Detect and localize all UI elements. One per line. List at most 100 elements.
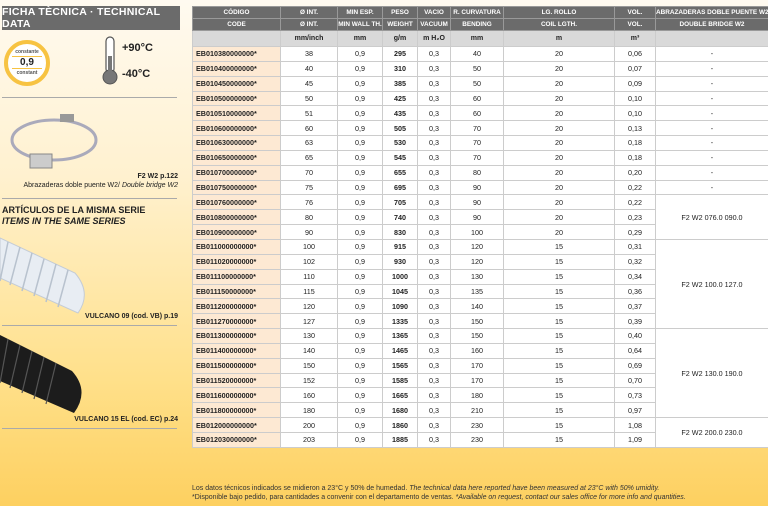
thermometer-icon — [102, 36, 118, 85]
cell: 50 — [450, 60, 504, 77]
left-panel: FICHA TÈCNICA · TECHNICAL DATA constante… — [0, 0, 190, 447]
cell: 1335 — [382, 313, 418, 330]
temp-max: +90°C — [122, 42, 154, 54]
cell: 20 — [503, 209, 615, 226]
product-code: EB011150000000* — [192, 283, 281, 300]
column-header: Ø INT. — [280, 18, 338, 31]
cell: 915 — [382, 238, 418, 255]
cell: 15 — [503, 402, 615, 419]
cell: 0,3 — [417, 75, 451, 92]
table-row: EB010400000000* 40 0,9 310 0,3 50 20 0,07- — [192, 60, 768, 77]
divider — [2, 325, 177, 326]
unit-cell: mm — [450, 30, 504, 47]
cell: 0,09 — [614, 75, 656, 92]
cell: 160 — [450, 342, 504, 359]
badge-top: constante — [15, 49, 39, 55]
cell: 15 — [503, 328, 615, 344]
clamp-cell: - — [655, 105, 768, 122]
table-row: EB010500000000* 50 0,9 425 0,3 60 20 0,10- — [192, 90, 768, 107]
cell: 0,9 — [337, 402, 383, 419]
series-item-label[interactable]: VULCANO 15 EL (cod. EC) p.24 — [74, 416, 178, 423]
cell: 20 — [503, 120, 615, 137]
cell: 0,3 — [417, 417, 451, 433]
product-code: EB010800000000* — [192, 209, 281, 226]
footer-line-1: Los datos técnicos indicados se midieron… — [192, 485, 660, 492]
cell: 0,9 — [337, 149, 383, 166]
cell: 0,10 — [614, 90, 656, 107]
cell: 0,40 — [614, 328, 656, 344]
cell: 180 — [450, 387, 504, 404]
cell: 20 — [503, 149, 615, 166]
cell: 0,9 — [337, 431, 383, 448]
column-header: BENDING — [450, 18, 504, 31]
table-row: EB012000000000* 200 0,9 1860 0,3 230 15 1,08 F2 … — [192, 417, 768, 448]
cell: 0,3 — [417, 357, 451, 374]
cell: 0,22 — [614, 179, 656, 196]
cell: 0,32 — [614, 253, 656, 270]
cell: 70 — [450, 135, 504, 151]
cell: 1000 — [382, 268, 418, 285]
cell: 160 — [280, 387, 338, 404]
cell: 0,23 — [614, 209, 656, 226]
cell: 705 — [382, 194, 418, 211]
product-code: EB011200000000* — [192, 298, 281, 315]
series-item-label[interactable]: VULCANO 09 (cod. VB) p.19 — [85, 313, 178, 320]
cell: 70 — [280, 164, 338, 181]
cell: 0,9 — [337, 224, 383, 240]
cell: 15 — [503, 298, 615, 315]
cell: 70 — [450, 120, 504, 137]
cell: 0,3 — [417, 135, 451, 151]
cell: 170 — [450, 372, 504, 389]
cell: 230 — [450, 417, 504, 433]
cell: 170 — [450, 357, 504, 374]
clamp-cell: - — [655, 60, 768, 77]
cell: 0,3 — [417, 238, 451, 255]
clamp-cell: F2 W2 200.0 230.0 — [655, 417, 768, 448]
cell: 120 — [450, 253, 504, 270]
table-row: EB011150000000* 115 0,9 1045 0,3 135 15 0,36 — [192, 283, 768, 300]
cell: 0,39 — [614, 313, 656, 330]
table-row: EB011270000000* 127 0,9 1335 0,3 150 15 0,39 — [192, 313, 768, 330]
product-code: EB011520000000* — [192, 372, 281, 389]
table-row: EB010900000000* 90 0,9 830 0,3 100 20 0,29 — [192, 224, 768, 240]
cell: 20 — [503, 194, 615, 211]
column-header: PESO — [382, 6, 418, 19]
cell: 140 — [450, 298, 504, 315]
cell: 0,3 — [417, 194, 451, 211]
cell: 0,9 — [337, 328, 383, 344]
product-code: EB010510000000* — [192, 105, 281, 122]
series-subtitle: ITEMS IN THE SAME SERIES — [2, 216, 126, 226]
cell: 655 — [382, 164, 418, 181]
cell: 1665 — [382, 387, 418, 404]
cell: 0,9 — [337, 342, 383, 359]
product-code: EB012000000000* — [192, 417, 281, 433]
clamp-image — [10, 114, 98, 169]
cell: 15 — [503, 238, 615, 255]
product-code: EB010750000000* — [192, 179, 281, 196]
product-code: EB010500000000* — [192, 90, 281, 107]
cell: 530 — [382, 135, 418, 151]
cell: 45 — [280, 75, 338, 92]
cell: 740 — [382, 209, 418, 226]
cell: 0,9 — [337, 372, 383, 389]
cell: 203 — [280, 431, 338, 448]
cell: 0,9 — [337, 164, 383, 181]
column-header: DOUBLE BRIDGE W2 — [655, 18, 768, 31]
clamp-cell: - — [655, 149, 768, 166]
cell: 51 — [280, 105, 338, 122]
cell: 0,07 — [614, 60, 656, 77]
cell: 0,31 — [614, 238, 656, 255]
cell: 0,3 — [417, 253, 451, 270]
product-code: EB010600000000* — [192, 120, 281, 137]
clamp-cell: - — [655, 90, 768, 107]
cell: 102 — [280, 253, 338, 270]
clamp-cell: - — [655, 46, 768, 62]
table-row: EB010700000000* 70 0,9 655 0,3 80 20 0,20- — [192, 164, 768, 181]
table-row: EB011000000000* 100 0,9 915 0,3 120 15 0,31 F2 W… — [192, 238, 768, 330]
product-code: EB010450000000* — [192, 75, 281, 92]
accessory-desc: Abrazaderas doble puente W2/ Double brid… — [23, 182, 179, 189]
table-row: EB012030000000* 203 0,9 1885 0,3 230 15 1,09 — [192, 431, 768, 448]
cell: 0,3 — [417, 46, 451, 62]
cell: 15 — [503, 283, 615, 300]
cell: 20 — [503, 105, 615, 122]
